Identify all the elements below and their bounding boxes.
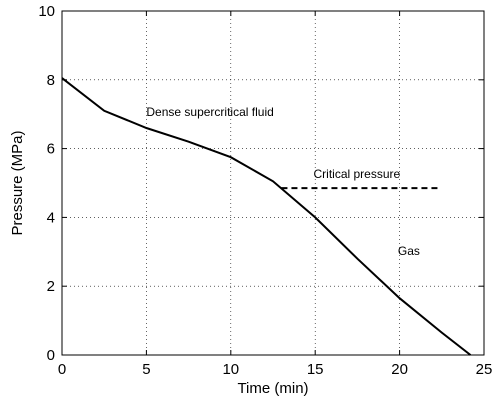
x-tick-label: 15: [307, 361, 324, 378]
grid-lines: [62, 11, 484, 355]
annotation-label: Dense supercritical fluid: [146, 105, 273, 119]
x-tick-labels: 0 5 10 15 20 25: [58, 361, 493, 378]
annotation-label: Critical pressure: [314, 167, 401, 181]
plot-frame: [61, 10, 485, 356]
y-tick-label: 4: [47, 209, 55, 226]
annotation-label: Gas: [398, 244, 420, 258]
x-tick-label: 20: [391, 361, 408, 378]
y-tick-label: 0: [47, 347, 55, 364]
x-tick-label: 25: [476, 361, 493, 378]
y-tick-labels: 0 2 4 6 8 10: [38, 3, 55, 364]
pressure-series-line: [61, 77, 472, 356]
y-tick-label: 6: [47, 141, 55, 158]
y-tick-label: 2: [47, 278, 55, 295]
x-tick-label: 10: [222, 361, 239, 378]
x-tick-label: 5: [142, 361, 150, 378]
axis-ticks: [61, 10, 485, 356]
annotations: Dense supercritical fluid Critical pressu…: [146, 105, 420, 258]
series-group: [61, 77, 472, 356]
y-axis-label: Pressure (MPa): [9, 130, 26, 235]
y-tick-label: 8: [47, 72, 55, 89]
x-tick-label: 0: [58, 361, 66, 378]
x-axis-label: Time (min): [237, 380, 308, 397]
y-tick-label: 10: [38, 3, 55, 20]
